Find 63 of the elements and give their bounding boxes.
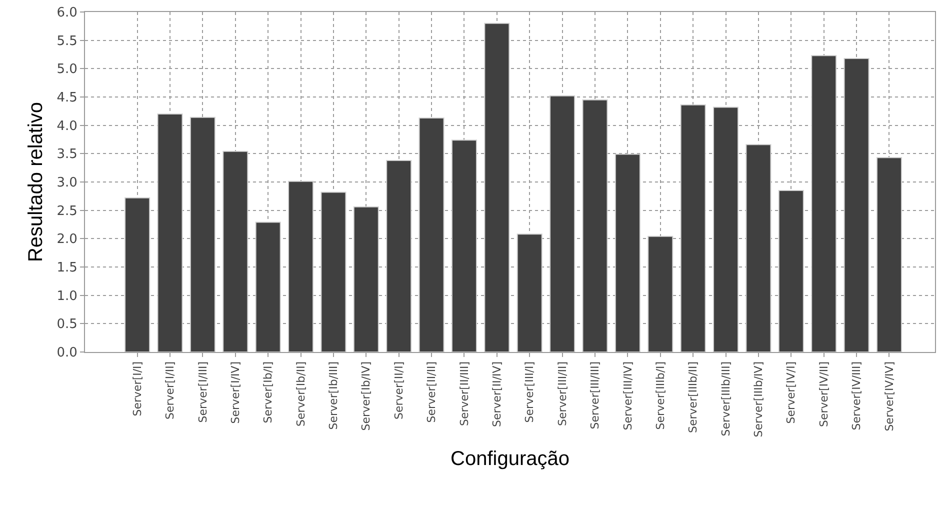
bar xyxy=(746,144,772,352)
bar xyxy=(550,95,576,352)
x-tick-label: Server[IV/III] xyxy=(850,361,864,430)
bar xyxy=(353,206,379,352)
bar xyxy=(451,140,477,352)
bar xyxy=(222,150,248,352)
bar xyxy=(876,157,902,352)
bar xyxy=(811,55,837,352)
x-tick-label: Server[IIIb/III] xyxy=(719,361,732,436)
bar xyxy=(320,192,346,352)
bar xyxy=(124,197,150,352)
x-tick-label: Server[II/IV] xyxy=(490,361,504,428)
y-tick-label: 0.0 xyxy=(56,346,78,361)
bar xyxy=(680,104,706,352)
x-tick-label: Server[III/II] xyxy=(556,361,569,426)
bar xyxy=(484,22,510,352)
y-tick-label: 2.0 xyxy=(56,232,78,248)
y-tick-label: 4.0 xyxy=(56,118,78,134)
x-tick-label: Server[Ib/IV] xyxy=(360,361,373,431)
y-tick-label: 5.0 xyxy=(56,62,78,78)
x-axis-title: Configuração xyxy=(450,448,570,470)
x-tick-label: Server[II/II] xyxy=(425,361,438,423)
x-tick-label: Server[I/IV] xyxy=(228,361,242,424)
x-tick-label: Server[III/I] xyxy=(523,361,536,423)
y-tick-label: 1.0 xyxy=(56,288,78,304)
x-tick-label: Server[IV/II] xyxy=(817,361,830,428)
y-tick-label: 3.5 xyxy=(56,147,78,162)
x-tick-label: Server[I/II] xyxy=(164,361,177,420)
y-tick-label: 3.0 xyxy=(56,176,78,191)
x-tick-label: Server[III/III] xyxy=(588,361,602,430)
x-tick-label: Server[Ib/I] xyxy=(262,361,275,424)
bar xyxy=(713,106,739,352)
x-tick-label: Server[II/III] xyxy=(458,361,471,426)
y-axis-title: Resultado relativo xyxy=(25,102,48,262)
x-tick-label: Server[IV/I] xyxy=(784,361,798,424)
x-tick-label: Server[I/I] xyxy=(130,361,144,416)
bar xyxy=(288,180,314,352)
x-tick-label: Server[Ib/II] xyxy=(294,361,308,426)
x-tick-label: Server[IIIb/IV] xyxy=(752,361,766,438)
bar xyxy=(190,116,216,352)
x-tick-label: Server[IV/IV] xyxy=(882,361,896,432)
bar xyxy=(157,114,183,352)
y-tick-label: 5.5 xyxy=(56,34,78,49)
bar xyxy=(614,154,640,352)
y-tick-label: 4.5 xyxy=(56,90,78,106)
y-tick-label: 6.0 xyxy=(56,6,78,21)
y-tick-label: 1.5 xyxy=(56,260,78,276)
x-tick-label: Server[IIIb/II] xyxy=(686,361,700,433)
x-tick-label: Server[II/I] xyxy=(392,361,406,420)
bar xyxy=(386,160,412,352)
y-tick-label: 2.5 xyxy=(56,204,78,219)
bar xyxy=(418,117,444,352)
bar xyxy=(516,234,542,352)
x-tick-label: Server[IIIb/I] xyxy=(654,361,667,430)
x-tick-label: Server[Ib/III] xyxy=(327,361,340,430)
x-tick-label: Server[III/IV] xyxy=(621,361,634,430)
bar xyxy=(648,236,674,352)
bar xyxy=(778,190,804,352)
y-tick-label: 0.5 xyxy=(56,317,78,332)
bar xyxy=(255,222,281,352)
bar xyxy=(582,99,608,352)
bar xyxy=(844,58,870,352)
x-tick-label: Server[I/III] xyxy=(196,361,210,423)
